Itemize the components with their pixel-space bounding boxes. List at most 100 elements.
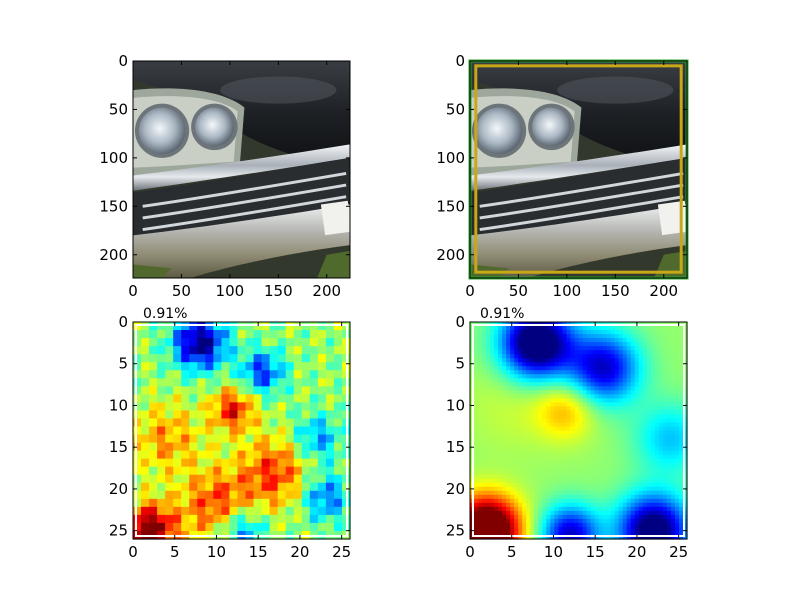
heatmap-cell bbox=[237, 506, 247, 516]
heatmap-cell bbox=[506, 494, 511, 500]
heatmap-cell bbox=[618, 502, 624, 508]
heatmap-cell bbox=[586, 418, 592, 424]
heatmap-cell bbox=[478, 490, 483, 496]
heatmap-cell bbox=[165, 506, 174, 516]
heatmap-cell bbox=[574, 350, 580, 355]
heatmap-cell bbox=[678, 514, 684, 520]
heatmap-cell bbox=[141, 338, 150, 347]
heatmap-cell bbox=[486, 434, 491, 440]
heatmap-cell bbox=[518, 354, 523, 359]
heatmap-cell bbox=[482, 482, 487, 488]
heatmap-cell bbox=[610, 342, 616, 347]
heatmap-cell bbox=[598, 398, 604, 403]
heatmap-cell bbox=[494, 470, 499, 476]
heatmap-cell bbox=[534, 494, 539, 500]
heatmap-cell bbox=[530, 406, 535, 412]
heatmap-cell bbox=[518, 362, 523, 367]
heatmap-cell bbox=[554, 342, 560, 347]
heatmap-cell bbox=[530, 442, 535, 448]
heatmap-cell bbox=[654, 466, 660, 472]
heatmap-cell bbox=[590, 394, 596, 399]
heatmap-cell bbox=[578, 458, 584, 464]
heatmap-cell bbox=[642, 522, 648, 528]
heatmap-cell bbox=[309, 458, 319, 468]
heatmap-cell bbox=[634, 370, 640, 375]
heatmap-cell bbox=[574, 478, 580, 484]
heatmap-cell bbox=[662, 442, 668, 448]
heatmap-cell bbox=[674, 474, 680, 480]
heatmap-cell bbox=[542, 394, 547, 399]
heatmap-cell bbox=[285, 370, 295, 379]
heatmap-cell bbox=[578, 418, 584, 424]
heatmap-cell bbox=[618, 338, 624, 343]
heatmap-cell bbox=[189, 466, 198, 476]
heatmap-cell bbox=[558, 410, 564, 416]
heatmap-cell bbox=[618, 342, 624, 347]
heatmap-cell bbox=[562, 382, 568, 387]
heatmap-cell bbox=[630, 502, 636, 508]
heatmap-cell bbox=[618, 474, 624, 480]
heatmap-cell bbox=[522, 406, 527, 412]
heatmap-cell bbox=[261, 338, 271, 347]
heatmap-cell bbox=[205, 482, 214, 492]
heatmap-cell bbox=[498, 486, 503, 492]
heatmap-cell bbox=[586, 338, 592, 343]
heatmap-cell bbox=[586, 526, 592, 532]
heatmap-cell bbox=[221, 330, 231, 339]
heatmap-cell bbox=[582, 454, 588, 460]
heatmap-cell bbox=[510, 434, 515, 440]
heatmap-cell bbox=[546, 414, 551, 420]
heatmap-cell bbox=[189, 434, 198, 444]
heatmap-cell bbox=[498, 526, 503, 532]
heatmap-cell bbox=[634, 470, 640, 476]
heatmap-cell bbox=[534, 366, 539, 371]
heatmap-cell bbox=[189, 514, 198, 524]
heatmap-cell bbox=[682, 418, 688, 424]
heatmap-cell bbox=[554, 382, 560, 387]
heatmap-cell bbox=[642, 498, 648, 504]
heatmap-cell bbox=[486, 498, 491, 504]
heatmap-cell bbox=[614, 382, 620, 387]
heatmap-cell bbox=[285, 490, 295, 500]
heatmap-cell bbox=[494, 530, 499, 536]
y-tick-label: 20 bbox=[109, 480, 128, 498]
heatmap-cell bbox=[221, 394, 231, 403]
heatmap-cell bbox=[554, 410, 560, 416]
heatmap-cell bbox=[482, 422, 487, 428]
heatmap-cell bbox=[141, 394, 150, 403]
heatmap-cell bbox=[614, 422, 620, 428]
heatmap-cell bbox=[506, 330, 511, 335]
heatmap-cell bbox=[293, 474, 303, 484]
heatmap-cell bbox=[630, 394, 636, 399]
heatmap-cell bbox=[574, 534, 580, 540]
heatmap-cell bbox=[670, 430, 676, 436]
heatmap-cell bbox=[518, 326, 523, 331]
heatmap-cell bbox=[502, 342, 507, 347]
heatmap-cell bbox=[550, 326, 555, 331]
heatmap-cell bbox=[526, 458, 531, 464]
heatmap-cell bbox=[498, 386, 503, 391]
heatmap-cell bbox=[646, 474, 652, 480]
heatmap-cell bbox=[514, 326, 519, 331]
heatmap-cell bbox=[666, 394, 672, 399]
heatmap-cell bbox=[506, 434, 511, 440]
heatmap-cell bbox=[582, 458, 588, 464]
heatmap-cell bbox=[646, 386, 652, 391]
heatmap-cell bbox=[646, 350, 652, 355]
heatmap-cell bbox=[502, 362, 507, 367]
heatmap-cell bbox=[253, 338, 263, 347]
heatmap-cell bbox=[610, 522, 616, 528]
heatmap-cell bbox=[554, 466, 560, 472]
heatmap-cell bbox=[518, 378, 523, 383]
heatmap-cell bbox=[498, 398, 503, 403]
heatmap-cell bbox=[538, 430, 543, 436]
heatmap-cell bbox=[494, 486, 499, 492]
heatmap-cell bbox=[530, 534, 535, 540]
heatmap-cell bbox=[654, 350, 660, 355]
heatmap-cell bbox=[245, 482, 255, 492]
heatmap-cell bbox=[678, 326, 684, 331]
heatmap-cell bbox=[642, 494, 648, 500]
heatmap-cell bbox=[606, 402, 612, 407]
heatmap-cell bbox=[626, 370, 632, 375]
heatmap-cell bbox=[626, 446, 632, 452]
